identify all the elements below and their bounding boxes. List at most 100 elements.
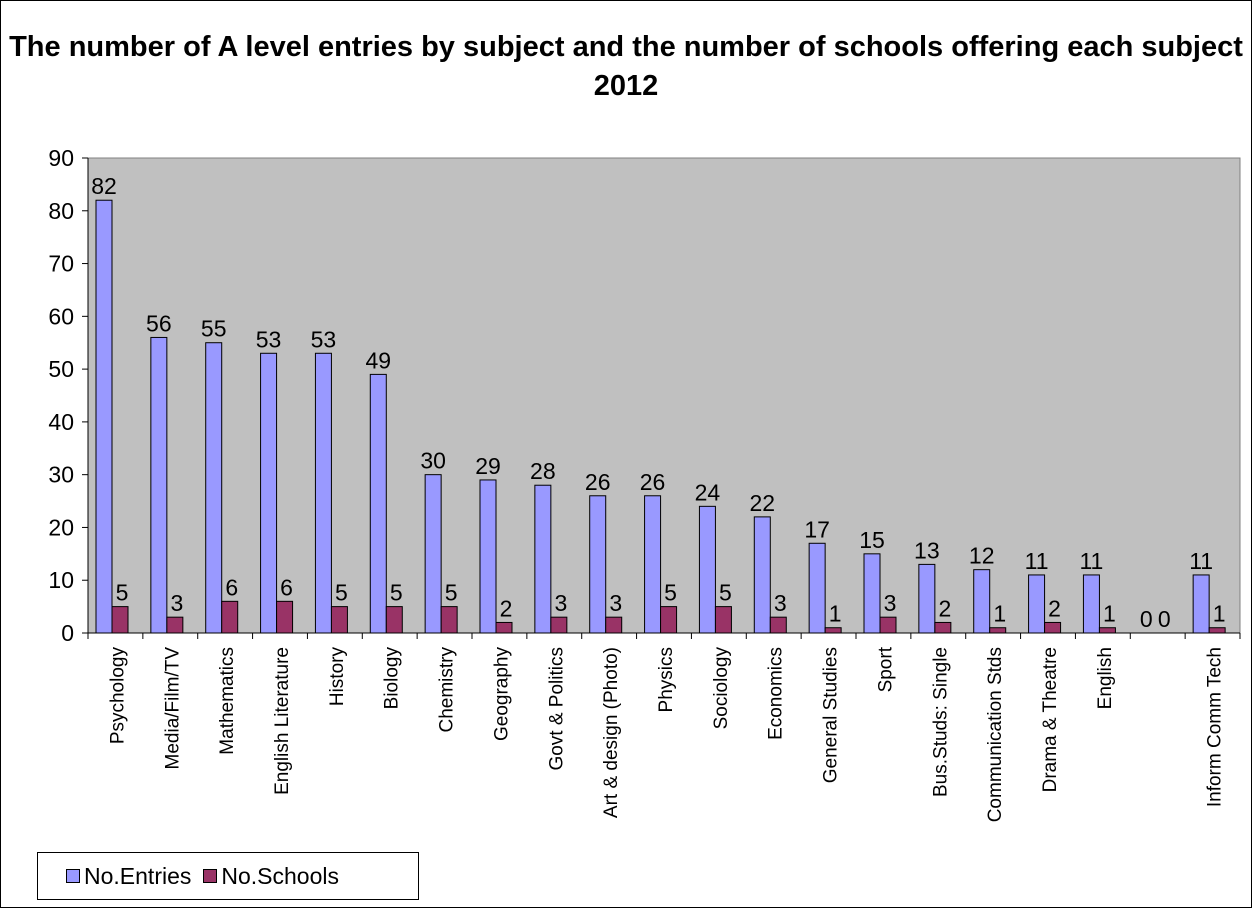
data-label-entries: 82 — [91, 173, 117, 199]
bar-schools — [1208, 627, 1226, 634]
bar-entries — [918, 563, 936, 634]
legend-item-entries: No.Entries — [66, 863, 191, 890]
data-label-entries: 53 — [256, 326, 282, 352]
bar-entries — [753, 516, 771, 634]
x-tick-label: Sport — [875, 646, 896, 692]
bar-entries — [479, 479, 497, 634]
bar-schools — [440, 606, 458, 634]
x-tick-label: Physics — [656, 647, 677, 712]
data-label-entries: 11 — [1189, 548, 1213, 574]
data-label-entries: 30 — [420, 448, 446, 474]
bar-schools — [824, 627, 842, 634]
y-tick-label: 30 — [48, 462, 74, 488]
bar-schools — [495, 621, 513, 634]
data-label-schools: 3 — [554, 590, 567, 616]
bar-entries — [644, 495, 662, 634]
y-tick-label: 90 — [48, 145, 74, 171]
bar-schools — [385, 606, 403, 634]
x-axis: Psychology Media/Film/TV Mathematics Englis… — [87, 632, 1241, 822]
x-tick-label: Psychology — [107, 647, 128, 745]
y-tick-label: 40 — [48, 409, 74, 435]
bar-entries — [369, 373, 387, 634]
data-label-entries: 55 — [201, 316, 227, 342]
data-label-entries: 26 — [585, 469, 611, 495]
bar-entries — [205, 342, 223, 634]
bar-schools — [714, 606, 732, 634]
data-label-schools: 2 — [500, 595, 513, 621]
bars — [95, 199, 1226, 634]
bar-entries — [698, 505, 716, 634]
bar-schools — [879, 616, 897, 634]
x-tick-label: Art & design (Photo) — [601, 647, 622, 818]
data-label-entries: 11 — [1079, 548, 1103, 574]
data-label-entries: 26 — [640, 469, 666, 495]
x-tick-label: History — [327, 647, 348, 707]
x-tick-label: Sociology — [711, 647, 732, 730]
data-label-entries: 53 — [311, 326, 337, 352]
bar-schools — [221, 600, 239, 634]
data-label-schools: 5 — [719, 580, 732, 606]
x-tick-label: Communication Stds — [985, 647, 1006, 822]
data-label-entries: 49 — [365, 347, 391, 373]
plot-area — [87, 157, 1241, 634]
x-tick-label: Govt & Politics — [546, 647, 567, 771]
data-label-schools: 5 — [116, 580, 129, 606]
bar-entries — [1082, 574, 1100, 634]
legend: No.Entries No.Schools — [37, 852, 419, 900]
x-tick-label: General Studies — [821, 647, 842, 783]
data-label-schools: 1 — [829, 601, 842, 627]
x-tick-label: Chemistry — [437, 647, 458, 733]
y-tick-label: 60 — [48, 303, 74, 329]
bar-entries — [863, 553, 881, 634]
x-tick-label: Inform Comm Tech — [1205, 647, 1226, 807]
bar-entries — [808, 542, 826, 634]
bar-schools — [660, 606, 678, 634]
x-tick-label: English Literature — [272, 647, 293, 795]
bar-schools — [166, 616, 184, 634]
bar-schools — [989, 627, 1007, 634]
x-tick-label: Bus.Studs: Single — [930, 647, 951, 797]
bar-schools — [111, 606, 129, 634]
bar-entries — [424, 474, 442, 634]
data-label-schools: 2 — [1048, 595, 1061, 621]
bar-entries — [260, 352, 278, 634]
bar-schools — [934, 621, 952, 634]
data-label-schools: 3 — [170, 590, 183, 616]
data-label-schools: 0 — [1158, 606, 1171, 632]
x-tick-label: Biology — [382, 647, 403, 710]
data-label-entries: 13 — [914, 537, 940, 563]
y-tick-label: 70 — [48, 251, 74, 277]
bar-schools — [330, 606, 348, 634]
bar-schools — [276, 600, 294, 634]
x-tick-label: Mathematics — [217, 647, 238, 755]
legend-label-entries: No.Entries — [84, 862, 192, 889]
y-tick-label: 10 — [48, 567, 74, 593]
data-label-schools: 6 — [280, 574, 293, 600]
data-label-schools: 3 — [884, 590, 897, 616]
data-label-schools: 2 — [938, 595, 951, 621]
bar-entries — [314, 352, 332, 634]
data-label-entries: 11 — [1025, 548, 1049, 574]
bar-schools — [550, 616, 568, 634]
chart-title: The number of A level entries by subject… — [9, 31, 1243, 102]
data-label-entries: 17 — [804, 516, 830, 542]
legend-swatch-schools — [203, 869, 218, 883]
data-label-entries: 24 — [695, 479, 721, 505]
data-label-schools: 1 — [1103, 601, 1116, 627]
bar-schools — [1098, 627, 1116, 634]
data-label-schools: 5 — [664, 580, 677, 606]
legend-label-schools: No.Schools — [221, 862, 339, 889]
x-tick-label: Media/Film/TV — [162, 647, 183, 770]
data-label-entries: 28 — [530, 458, 556, 484]
bar-entries — [1028, 574, 1046, 634]
data-label-entries: 29 — [475, 453, 501, 479]
data-label-schools: 5 — [445, 580, 458, 606]
x-tick-label: Drama & Theatre — [1040, 647, 1061, 792]
x-tick-label: Economics — [766, 647, 787, 740]
data-label-entries: 0 — [1140, 606, 1153, 632]
data-label-entries: 15 — [859, 527, 885, 553]
legend-swatch-entries — [66, 869, 80, 883]
x-tick-label: English — [1095, 647, 1116, 709]
bar-entries — [95, 199, 113, 634]
